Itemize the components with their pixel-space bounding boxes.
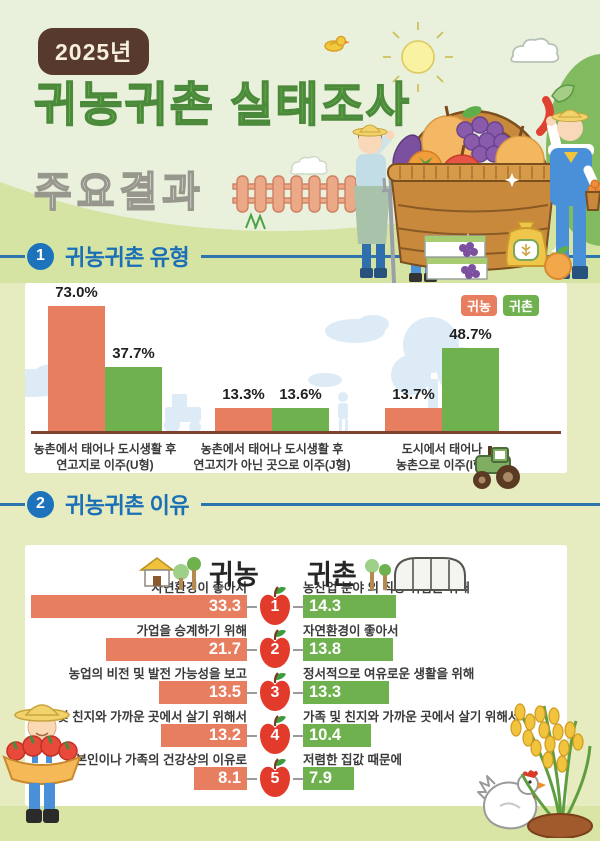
connector-dash <box>246 649 257 651</box>
connector-dash <box>246 735 257 737</box>
footer-strip <box>0 806 600 841</box>
apple-rank-badge: 1 <box>257 585 293 627</box>
apple-rank-badge: 5 <box>257 757 293 799</box>
rank-number: 1 <box>270 598 280 615</box>
connector-dash <box>246 606 257 608</box>
gwichon-reason-label: 저렴한 집값 때문에 <box>303 753 402 767</box>
type-chart-panel: 귀농 귀촌 73.0% 13.3% 13.7% 37.7% 13.6% 48.7% 농촌에서… <box>25 283 567 473</box>
connector-dash <box>246 692 257 694</box>
connector-dash <box>293 606 304 608</box>
cloud-icon <box>325 315 389 343</box>
legend-chip-gwinong: 귀농 <box>461 295 497 316</box>
gwichon-reason-bar: 13.8 <box>303 638 393 661</box>
page-title: 귀농귀촌 실태조사 <box>33 77 411 132</box>
gwinong-reason-label: 가업을 승계하기 위해 <box>136 624 247 638</box>
gwinong-reason-label: 농업의 비전 및 발전 가능성을 보고 <box>68 667 247 681</box>
gwinong-reason-bar: 13.2 <box>161 724 247 747</box>
chart1-bar-귀촌-3 <box>442 348 499 431</box>
gwichon-reason-label: 정서적으로 여유로운 생활을 위해 <box>303 667 475 681</box>
section2-number-badge: 2 <box>27 490 54 518</box>
greenhouse-icon <box>364 557 468 591</box>
chart1-category-label: 농촌에서 태어나 도시생활 후 연고지로 이주(U형) <box>33 442 177 472</box>
divider-line <box>201 254 600 258</box>
gwichon-reason-bar: 7.9 <box>303 767 354 790</box>
apple-icon <box>260 586 290 625</box>
rank-number: 3 <box>270 684 280 701</box>
house-icon <box>138 557 201 590</box>
gwinong-reason-bar: 33.3 <box>31 595 247 618</box>
apple-icon <box>260 672 290 711</box>
panel1-watermark <box>25 315 485 433</box>
rank-number: 4 <box>270 727 280 744</box>
chart1-value-label: 73.0% <box>55 284 98 301</box>
chart1-category-label: 농촌에서 태어나 도시생활 후 연고지가 아닌 곳으로 이주(J형) <box>193 442 351 472</box>
gwinong-reason-bar: 13.5 <box>159 681 247 704</box>
gwichon-header-label: 귀촌 <box>307 559 357 590</box>
year-badge: 2025년 <box>38 28 150 75</box>
tree-icon <box>173 557 201 590</box>
gwichon-reason-bar: 14.3 <box>303 595 396 618</box>
tree-icon <box>364 559 391 590</box>
cloud-icon <box>308 373 342 387</box>
section2-title: 귀농귀촌 이유 <box>65 493 190 518</box>
gwinong-column-header: 귀농 <box>137 550 259 594</box>
connector-dash <box>246 778 257 780</box>
divider-line <box>0 502 25 506</box>
chart1-bar-귀농-3 <box>385 408 442 431</box>
chart1-bar-귀농-2 <box>215 408 272 431</box>
connector-dash <box>293 778 304 780</box>
gwichon-column-header: 귀촌 <box>307 550 469 594</box>
tree-icon <box>391 317 485 431</box>
gwichon-reason-label: 자연환경이 좋아서 <box>303 624 399 638</box>
section1-header: 1 귀농귀촌 유형 <box>0 241 600 271</box>
apple-icon <box>260 758 290 797</box>
chart1-value-label: 37.7% <box>112 345 155 362</box>
rank-number: 2 <box>270 641 280 658</box>
connector-dash <box>293 649 304 651</box>
gwinong-header-label: 귀농 <box>209 559 259 590</box>
chart1-category-label: 도시에서 태어나 농촌으로 이주(I형) <box>396 442 488 472</box>
chart1-bar-귀농-1 <box>48 306 105 431</box>
page-subtitle: 주요결과 <box>33 168 205 216</box>
apple-rank-badge: 4 <box>257 714 293 756</box>
apple-rank-badge: 2 <box>257 628 293 670</box>
chart1-value-label: 13.3% <box>222 386 265 403</box>
rank-number: 5 <box>270 770 280 787</box>
gwinong-reason-label: 본인이나 가족의 건강상의 이유로 <box>75 753 247 767</box>
gwichon-reason-label: 가족 및 친지와 가까운 곳에서 살기 위해서 <box>303 710 520 724</box>
gwichon-reason-bar: 13.3 <box>303 681 389 704</box>
chart1-value-label: 13.6% <box>279 386 322 403</box>
chart1-value-label: 48.7% <box>449 326 492 343</box>
apple-icon <box>260 715 290 754</box>
gwinong-reason-bar: 21.7 <box>106 638 247 661</box>
divider-line <box>201 502 600 506</box>
apple-rank-badge: 3 <box>257 671 293 713</box>
chart1-bar-귀촌-2 <box>272 408 329 431</box>
chart-baseline <box>31 431 561 434</box>
section1-number-badge: 1 <box>27 242 54 270</box>
grouped-bar-chart: 73.0% 13.3% 13.7% 37.7% 13.6% 48.7% 농촌에서 태어나 도… <box>25 283 567 473</box>
gwinong-reason-bar: 8.1 <box>194 767 247 790</box>
section1-title: 귀농귀촌 유형 <box>65 245 190 270</box>
chart1-value-label: 13.7% <box>392 386 435 403</box>
divider-line <box>0 254 25 258</box>
gwinong-reason-label: 자연환경이 좋아서 <box>151 581 247 595</box>
section2-header: 2 귀농귀촌 이유 <box>0 489 600 519</box>
legend-chip-gwichon: 귀촌 <box>503 295 539 316</box>
chart-legend: 귀농 귀촌 <box>461 295 539 316</box>
gwinong-reason-label: 가족 및 친지와 가까운 곳에서 살기 위해서 <box>30 710 247 724</box>
connector-dash <box>293 692 304 694</box>
person-icon <box>338 392 348 431</box>
gwichon-reason-bar: 10.4 <box>303 724 371 747</box>
apple-icon <box>260 629 290 668</box>
tractor-icon <box>164 394 201 433</box>
connector-dash <box>293 735 304 737</box>
chart1-bar-귀촌-1 <box>105 367 162 431</box>
